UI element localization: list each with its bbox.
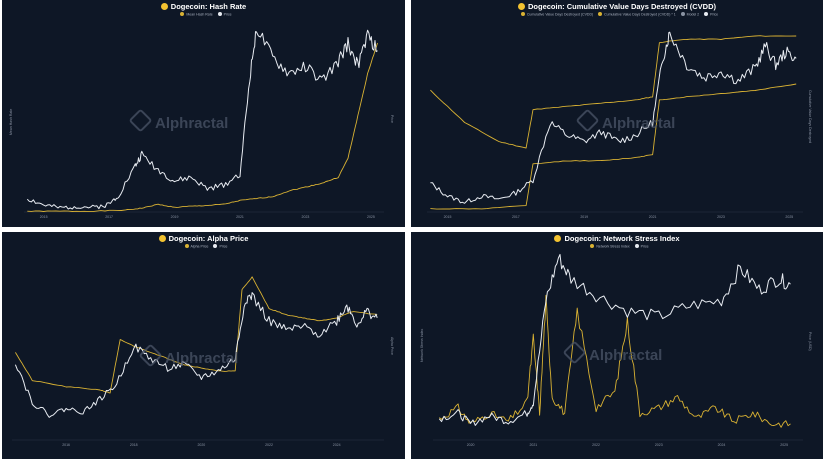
series-line-lower-band — [430, 83, 797, 210]
dogecoin-icon — [158, 235, 166, 242]
legend-item: Network Stress Index — [596, 244, 630, 249]
alphractal-logo-icon — [128, 108, 153, 133]
alpha-price-title: Dogecoin: Alpha Price — [168, 234, 249, 243]
x-tick-label: 2025 — [780, 443, 788, 447]
series-line-mean-hash-rate — [27, 42, 378, 213]
alphractal-watermark: Alphractal — [138, 343, 238, 368]
x-tick-label: 2016 — [62, 443, 70, 447]
legend-item: Model 2 — [686, 12, 700, 17]
series-line-price — [438, 253, 791, 426]
x-tick-label: 2015 — [40, 215, 48, 219]
x-tick-label: 2019 — [171, 215, 179, 219]
cvdd-legend: Cumulative Value Days Destroyed (CVDD) Cu… — [411, 12, 823, 17]
x-tick-label: 2021 — [529, 443, 537, 447]
x-tick-label: 2019 — [580, 215, 588, 219]
series-line-price — [430, 31, 797, 204]
x-tick-label: 2022 — [592, 443, 600, 447]
x-tick-label: 2025 — [785, 215, 793, 219]
alphractal-logo-icon — [575, 108, 600, 133]
dogecoin-icon — [518, 3, 526, 10]
legend-item: Cumulative Value Days Destroyed (CVDD) — [526, 12, 594, 17]
series-line-upper-band — [430, 35, 797, 149]
x-tick-label: 2020 — [467, 443, 475, 447]
network-stress-panel: 2020 2021 2022 2023 2024 2025 Dogecoin: Netwo… — [411, 232, 823, 459]
hash-rate-chart: 2015 2017 2019 2021 2023 2025 — [24, 29, 384, 219]
y-axis-label-left: Network Stress Index — [420, 328, 424, 362]
legend-item: Price — [219, 244, 228, 249]
x-tick-label: 2018 — [130, 443, 138, 447]
dogecoin-icon — [554, 235, 562, 242]
x-tick-label: 2022 — [265, 443, 273, 447]
legend-item: Price — [710, 12, 719, 17]
x-tick-label: 2023 — [302, 215, 310, 219]
alpha-price-legend: Alpha Price Price — [2, 244, 405, 249]
alphractal-watermark: Alphractal — [575, 108, 675, 133]
legend-item: Cumulative Value Days Destroyed (CVDD) *… — [604, 12, 676, 17]
cvdd-chart: 2015 2017 2019 2021 2023 2025 — [427, 31, 803, 219]
series-line-alpha-price — [15, 276, 378, 394]
cvdd-title: Dogecoin: Cumulative Value Days Destroye… — [528, 2, 716, 11]
y-axis-label-right: Cumulative Value Days Destroyed — [808, 90, 812, 144]
dogecoin-icon — [160, 3, 168, 10]
series-line-price — [26, 29, 378, 210]
legend-item: Price — [223, 12, 232, 17]
x-tick-label: 2015 — [444, 215, 452, 219]
network-stress-chart: 2020 2021 2022 2023 2024 2025 — [433, 253, 803, 447]
alphractal-watermark: Alphractal — [128, 108, 228, 133]
cvdd-panel: 2015 2017 2019 2021 2023 2025 Dogecoin: Cumul… — [411, 0, 823, 227]
x-tick-label: 2020 — [197, 443, 205, 447]
x-tick-label: 2023 — [717, 215, 725, 219]
x-tick-label: 2021 — [649, 215, 657, 219]
series-line-network-stress-index — [439, 294, 791, 428]
network-stress-legend: Network Stress Index Price — [411, 244, 823, 249]
alpha-price-panel: 2016 2018 2020 2022 2024 Dogecoin: Alpha Pri… — [2, 232, 405, 459]
hash-rate-legend: Mean Hash Rate Price — [2, 12, 405, 17]
hash-rate-title: Dogecoin: Hash Rate — [170, 2, 247, 11]
alphractal-logo-icon — [562, 340, 587, 365]
y-axis-label-left: Mean Hash Rate — [9, 108, 13, 135]
alphractal-logo-icon — [138, 343, 163, 368]
x-tick-label: 2017 — [105, 215, 113, 219]
y-axis-label-right: Price — [390, 115, 394, 123]
alpha-price-chart: 2016 2018 2020 2022 2024 — [12, 276, 384, 447]
legend-item: Alpha Price — [190, 244, 209, 249]
legend-item: Mean Hash Rate — [186, 12, 213, 17]
x-tick-label: 2025 — [367, 215, 375, 219]
hash-rate-panel: 2015 2017 2019 2021 2023 2025 Dogecoin: Hash … — [2, 0, 405, 227]
network-stress-title: Dogecoin: Network Stress Index — [564, 234, 680, 243]
series-line-price — [14, 292, 378, 418]
y-axis-label-right: Price (USD) — [808, 332, 812, 351]
x-tick-label: 2023 — [655, 443, 663, 447]
y-axis-label-right: Alpha Price — [390, 337, 394, 355]
alphractal-watermark: Alphractal — [562, 340, 662, 365]
x-tick-label: 2017 — [512, 215, 520, 219]
legend-item: Price — [640, 244, 649, 249]
x-tick-label: 2021 — [236, 215, 244, 219]
x-tick-label: 2024 — [333, 443, 341, 447]
x-tick-label: 2024 — [718, 443, 726, 447]
